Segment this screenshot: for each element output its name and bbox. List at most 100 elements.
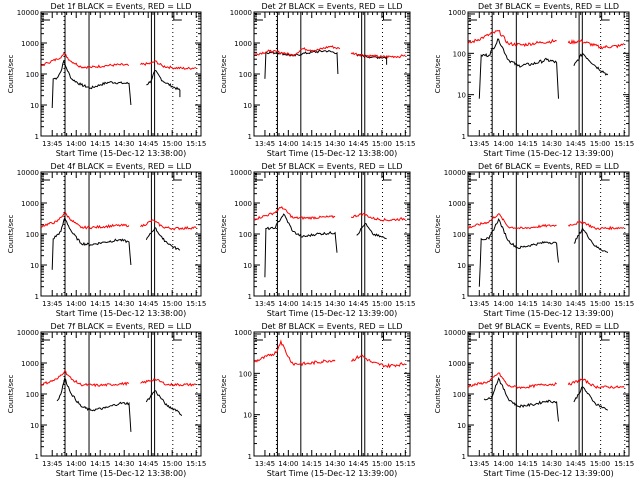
y-tick-label: 10	[243, 102, 252, 110]
x-tick-label: 13:45	[469, 140, 489, 148]
series-lld-line	[567, 378, 625, 389]
x-tick-label: 13:45	[255, 140, 275, 148]
series-events-line	[573, 227, 609, 254]
flag-marker	[469, 13, 477, 21]
panel-det-8: Det 8f BLACK = Events, RED = LLD 1 10 100 10…	[220, 322, 415, 478]
y-tick-label: 1000	[234, 40, 252, 48]
x-tick-label: 14:00	[278, 460, 298, 468]
x-tick-label: 14:30	[114, 460, 134, 468]
series-lld-line	[350, 51, 406, 59]
y-tick-label: 10000	[444, 169, 466, 177]
y-tick-label: 100	[239, 231, 252, 239]
y-tick-label: 100	[239, 71, 252, 79]
series-lld-line	[467, 213, 557, 230]
x-axis-label: Start Time (15-Dec-12 13:39:00)	[483, 149, 614, 158]
x-tick-label: 15:15	[186, 300, 206, 308]
panel-title: Det 4f BLACK = Events, RED = LLD	[50, 162, 191, 171]
y-tick-label: 1000	[448, 200, 466, 208]
y-tick-label: 1	[248, 133, 252, 141]
y-tick-label: 10	[457, 262, 466, 270]
y-axis-label: Counts/sec	[220, 215, 228, 254]
y-tick-label: 100	[453, 391, 466, 399]
y-tick-label: 10	[243, 262, 252, 270]
x-tick-label: 13:45	[42, 460, 62, 468]
series-events-line	[483, 376, 559, 422]
series-events-line	[356, 222, 387, 240]
series-events-line	[573, 386, 609, 411]
x-tick-label: 14:15	[90, 300, 110, 308]
x-tick-label: 15:00	[162, 300, 182, 308]
panel-title: Det 3f BLACK = Events, RED = LLD	[478, 2, 619, 11]
x-tick-label: 15:15	[395, 140, 415, 148]
x-tick-label: 15:15	[186, 140, 206, 148]
plot-frame	[253, 331, 411, 457]
series-events-line	[56, 377, 132, 432]
series-events-line	[356, 53, 388, 65]
panel-det-9: Det 9f BLACK = Events, RED = LLD 1 10 100 10…	[434, 322, 634, 478]
series-lld-line	[350, 212, 406, 222]
x-tick-label: 13:45	[42, 140, 62, 148]
x-tick-label: 14:15	[90, 460, 110, 468]
x-tick-label: 14:15	[517, 300, 537, 308]
y-tick-label: 1	[462, 453, 466, 461]
series-events-line	[145, 389, 183, 417]
y-tick-label: 1	[35, 453, 39, 461]
y-tick-label: 1000	[21, 40, 39, 48]
x-tick-label: 14:00	[66, 140, 86, 148]
series-lld-line	[140, 219, 197, 231]
y-axis-label: Counts/sec	[7, 375, 15, 414]
panel-title: Det 8f BLACK = Events, RED = LLD	[261, 322, 402, 331]
series-lld-line	[467, 372, 557, 390]
y-tick-label: 10	[30, 102, 39, 110]
x-tick-label: 14:00	[493, 300, 513, 308]
y-tick-label: 1000	[234, 329, 252, 337]
flag-marker	[173, 332, 182, 341]
y-axis-label: Counts/sec	[434, 55, 442, 94]
y-tick-label: 1	[35, 293, 39, 301]
y-axis-label: Counts/sec	[220, 375, 228, 414]
series-events-line	[51, 216, 132, 270]
y-tick-label: 100	[453, 231, 466, 239]
panel-title: Det 7f BLACK = Events, RED = LLD	[50, 322, 191, 331]
x-tick-label: 14:45	[348, 140, 368, 148]
series-events-line	[573, 52, 609, 76]
x-tick-label: 14:30	[114, 300, 134, 308]
x-tick-label: 14:15	[302, 460, 322, 468]
flag-marker	[601, 12, 610, 21]
y-tick-label: 10	[30, 422, 39, 430]
y-tick-label: 1	[35, 133, 39, 141]
x-axis-label: Start Time (15-Dec-12 13:38:00)	[56, 309, 187, 318]
x-tick-label: 15:15	[614, 140, 634, 148]
y-axis-label: Counts/sec	[7, 55, 15, 94]
flag-marker	[255, 173, 263, 181]
y-tick-label: 10	[457, 92, 466, 100]
panel-det-3: Det 3f BLACK = Events, RED = LLD 1 10 100 10…	[434, 2, 634, 158]
x-tick-label: 14:45	[138, 300, 158, 308]
y-tick-label: 1	[248, 453, 252, 461]
series-events-line	[264, 213, 338, 278]
x-tick-label: 15:15	[614, 300, 634, 308]
series-events-line	[51, 59, 132, 109]
x-tick-label: 15:15	[395, 460, 415, 468]
y-tick-label: 100	[453, 50, 466, 58]
y-tick-label: 1000	[234, 200, 252, 208]
x-tick-label: 14:45	[138, 140, 158, 148]
y-tick-label: 10000	[17, 9, 39, 17]
y-tick-label: 1000	[448, 9, 466, 17]
x-tick-label: 13:45	[255, 460, 275, 468]
y-tick-label: 1	[462, 293, 466, 301]
x-tick-label: 14:30	[542, 460, 562, 468]
panel-det-5: Det 5f BLACK = Events, RED = LLD 1 10 100 10…	[220, 162, 415, 318]
x-tick-label: 14:30	[542, 140, 562, 148]
flag-marker	[173, 12, 182, 21]
x-tick-label: 15:00	[372, 140, 392, 148]
panel-det-1: Det 1f BLACK = Events, RED = LLD 1 10 100 10…	[7, 2, 206, 158]
y-tick-label: 10000	[230, 9, 252, 17]
x-axis-label: Start Time (15-Dec-12 13:38:00)	[267, 149, 398, 158]
y-tick-label: 1	[462, 133, 466, 141]
panel-title: Det 1f BLACK = Events, RED = LLD	[50, 2, 191, 11]
x-tick-label: 15:00	[372, 300, 392, 308]
x-tick-label: 14:45	[348, 460, 368, 468]
x-tick-label: 14:15	[517, 460, 537, 468]
x-tick-label: 14:30	[114, 140, 134, 148]
